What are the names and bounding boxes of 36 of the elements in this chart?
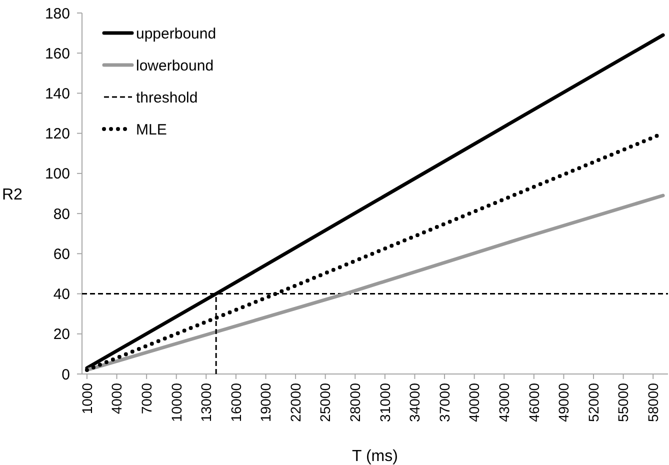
legend-label: MLE xyxy=(136,121,167,138)
legend-label: threshold xyxy=(136,89,198,106)
y-tick-label: 80 xyxy=(53,206,70,223)
x-tick-label: 43000 xyxy=(496,382,512,422)
x-tick-label: 10000 xyxy=(168,382,184,422)
x-tick-label: 16000 xyxy=(228,382,244,422)
x-tick-label: 7000 xyxy=(138,382,154,414)
x-tick-label: 4000 xyxy=(108,382,125,414)
x-tick-label: 28000 xyxy=(347,382,364,422)
y-axis-title: R2 xyxy=(2,186,23,204)
legend-label: lowerbound xyxy=(136,57,214,74)
x-tick-label: 52000 xyxy=(585,382,602,422)
y-tick-label: 180 xyxy=(44,5,70,22)
x-tick-label: 34000 xyxy=(406,382,423,422)
y-tick-label: 0 xyxy=(62,366,70,384)
x-tick-label: 40000 xyxy=(466,382,482,422)
x-tick-label: 49000 xyxy=(556,382,572,422)
x-tick-label: 55000 xyxy=(615,382,632,422)
x-tick-label: 37000 xyxy=(436,382,452,422)
y-tick-label: 40 xyxy=(53,286,70,304)
x-tick-label: 31000 xyxy=(376,382,393,422)
x-tick-label: 58000 xyxy=(645,382,661,422)
y-tick-label: 20 xyxy=(53,326,70,344)
x-tick-label: 19000 xyxy=(258,382,274,422)
x-tick-label: 1000 xyxy=(78,382,95,414)
x-tick-label: 25000 xyxy=(317,382,334,422)
x-tick-label: 22000 xyxy=(287,382,304,422)
y-tick-label: 60 xyxy=(53,246,70,263)
x-tick-label: 13000 xyxy=(198,382,214,422)
y-tick-label: 160 xyxy=(44,45,70,62)
y-tick-label: 140 xyxy=(44,85,70,102)
legend-label: upperbound xyxy=(136,25,216,42)
y-tick-label: 120 xyxy=(44,126,70,143)
x-tick-label: 46000 xyxy=(526,382,542,422)
y-tick-label: 100 xyxy=(44,166,70,183)
x-axis-title: T (ms) xyxy=(352,448,398,465)
